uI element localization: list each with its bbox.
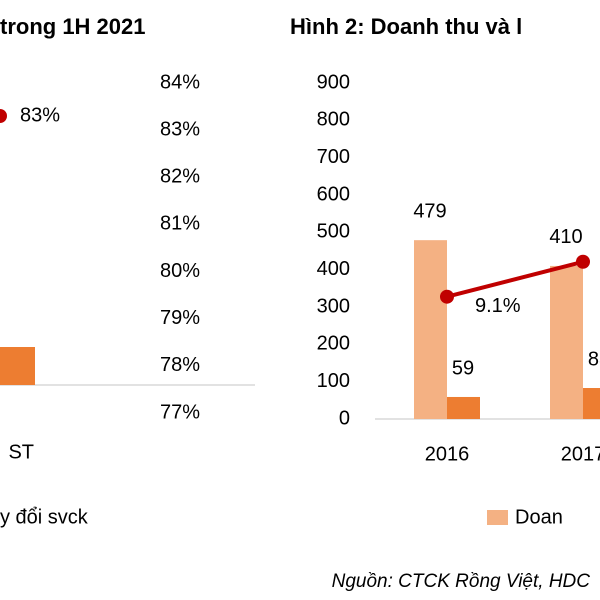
y-tick-label: 800 [317, 109, 350, 131]
bar [583, 388, 600, 419]
data-label: 83 [588, 348, 600, 370]
y2-tick-label: 82% [160, 166, 200, 188]
y2-tick-label: 79% [160, 307, 200, 329]
y-tick-label: 100 [317, 370, 350, 392]
x-tick-label: ST [8, 441, 34, 463]
y2-tick-label: 78% [160, 354, 200, 376]
chart-title: trong 1H 2021 [0, 14, 146, 39]
y-tick-label: 200 [317, 333, 350, 355]
line [446, 259, 584, 299]
y-tick-label: 0 [339, 407, 350, 429]
y2-tick-label: 83% [160, 118, 200, 140]
y-tick-label: 500 [317, 221, 350, 243]
data-label: 479 [413, 200, 446, 222]
bar [447, 396, 480, 419]
bar [550, 265, 583, 419]
legend-label: y đổi svck [0, 506, 89, 528]
y-tick-label: 700 [317, 146, 350, 168]
line-point [576, 254, 590, 269]
y-tick-label: 400 [317, 258, 350, 280]
x-tick-label: 2017 [561, 443, 600, 465]
legend-marker [487, 510, 508, 525]
chart-title: Hình 2: Doanh thu và l [290, 14, 522, 39]
legend-label: Doan [515, 506, 563, 528]
data-label: 59 [452, 357, 474, 379]
bar [414, 240, 447, 419]
y2-tick-label: 84% [160, 71, 200, 93]
bar [0, 347, 35, 385]
data-label: 410 [549, 226, 582, 248]
source: Nguồn: CTCK Rồng Việt, HDC [332, 571, 591, 592]
y-tick-label: 900 [317, 71, 350, 93]
y2-tick-label: 77% [160, 401, 200, 423]
x-tick-label: 2016 [425, 443, 470, 465]
data-label: 9.1% [475, 295, 521, 317]
y2-tick-label: 81% [160, 213, 200, 235]
y2-tick-label: 80% [160, 260, 200, 282]
y-tick-label: 300 [317, 295, 350, 317]
line-point [0, 109, 7, 123]
y-tick-label: 600 [317, 183, 350, 205]
line-point [440, 289, 454, 304]
data-label: 83% [20, 104, 60, 126]
